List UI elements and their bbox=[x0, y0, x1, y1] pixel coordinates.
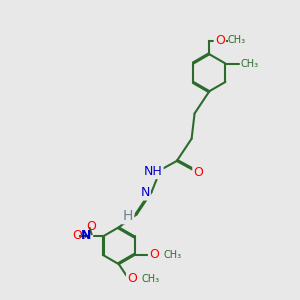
Text: N: N bbox=[81, 230, 92, 242]
Text: NH: NH bbox=[144, 165, 162, 178]
Text: O: O bbox=[86, 220, 96, 232]
Text: CH₃: CH₃ bbox=[228, 35, 246, 45]
Text: O: O bbox=[194, 166, 203, 179]
Text: CH₃: CH₃ bbox=[240, 58, 258, 68]
Text: CH₃: CH₃ bbox=[164, 250, 182, 260]
Text: N: N bbox=[140, 186, 150, 199]
Text: H: H bbox=[122, 209, 133, 223]
Text: O: O bbox=[127, 272, 137, 286]
Text: CH₃: CH₃ bbox=[142, 274, 160, 284]
Text: +: + bbox=[81, 231, 88, 240]
Text: O: O bbox=[215, 34, 225, 47]
Text: -: - bbox=[80, 228, 83, 238]
Text: O: O bbox=[149, 248, 159, 261]
Text: O: O bbox=[73, 230, 82, 242]
